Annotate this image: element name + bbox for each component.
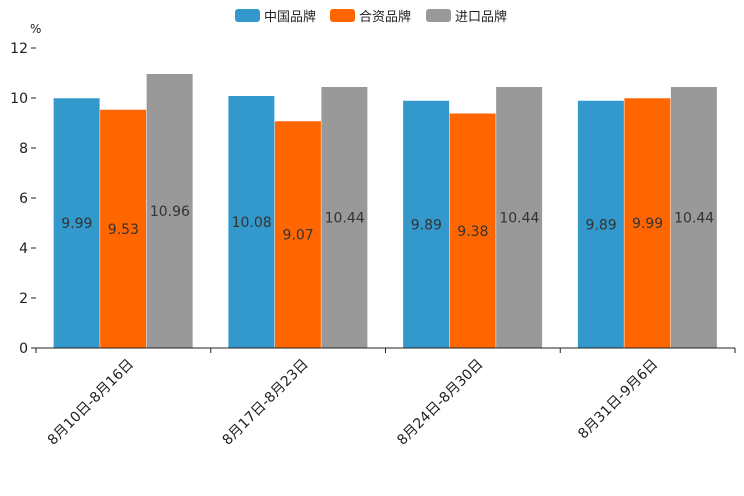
bar-value-label: 9.89 xyxy=(586,217,617,233)
bar-value-label: 9.99 xyxy=(632,216,663,232)
y-tick-label: 10 xyxy=(10,91,28,107)
y-tick-label: 4 xyxy=(19,241,28,257)
bar xyxy=(670,87,717,348)
bar-value-label: 10.44 xyxy=(499,211,539,227)
legend-swatch xyxy=(330,9,355,22)
bar-value-label: 10.44 xyxy=(674,211,714,227)
legend: 中国品牌 合资品牌 进口品牌 xyxy=(235,9,507,25)
y-tick-label: 0 xyxy=(19,341,28,357)
bar xyxy=(228,96,275,348)
bar-value-label: 9.07 xyxy=(283,228,314,244)
y-tick-label: 6 xyxy=(19,191,28,207)
bar-value-label: 9.89 xyxy=(411,217,442,233)
bar xyxy=(321,87,368,348)
bar xyxy=(53,98,100,348)
x-category-label: 8月31日-9月6日 xyxy=(575,356,661,442)
x-category-label: 8月17日-8月23日 xyxy=(219,356,311,448)
legend-label: 合资品牌 xyxy=(359,9,411,25)
bar xyxy=(577,100,624,348)
bar-value-label: 9.99 xyxy=(61,216,92,232)
bar xyxy=(100,109,147,348)
value-labels: 9.99 10.08 9.89 9.89 9.53 9.07 9.38 9.99 10.96 10… xyxy=(61,204,714,244)
legend-swatch xyxy=(426,9,451,22)
y-tick-label: 12 xyxy=(10,41,28,57)
y-axis-unit-label: % xyxy=(30,22,41,36)
bar xyxy=(624,98,671,348)
x-category-label: 8月24日-8月30日 xyxy=(394,356,486,448)
bar xyxy=(403,100,450,348)
bars xyxy=(53,74,717,348)
bar-value-label: 10.96 xyxy=(150,204,190,220)
y-tick-label: 2 xyxy=(19,291,28,307)
bar xyxy=(146,74,193,348)
y-tick-label: 8 xyxy=(19,141,28,157)
bar-value-label: 10.44 xyxy=(325,211,365,227)
legend-label: 中国品牌 xyxy=(264,9,316,25)
x-axis: 8月10日-8月16日 8月17日-8月23日 8月24日-8月30日 8月31日-9… xyxy=(35,347,736,449)
y-axis: 0 2 4 6 8 10 12 xyxy=(10,41,36,357)
bar xyxy=(496,87,543,348)
bar-value-label: 9.53 xyxy=(108,222,139,238)
legend-swatch xyxy=(235,9,260,22)
legend-label: 进口品牌 xyxy=(455,9,507,25)
bar xyxy=(449,113,496,348)
bar-value-label: 10.08 xyxy=(232,215,272,231)
bar-value-label: 9.38 xyxy=(457,224,488,240)
bar xyxy=(274,121,321,348)
x-category-label: 8月10日-8月16日 xyxy=(45,356,137,448)
